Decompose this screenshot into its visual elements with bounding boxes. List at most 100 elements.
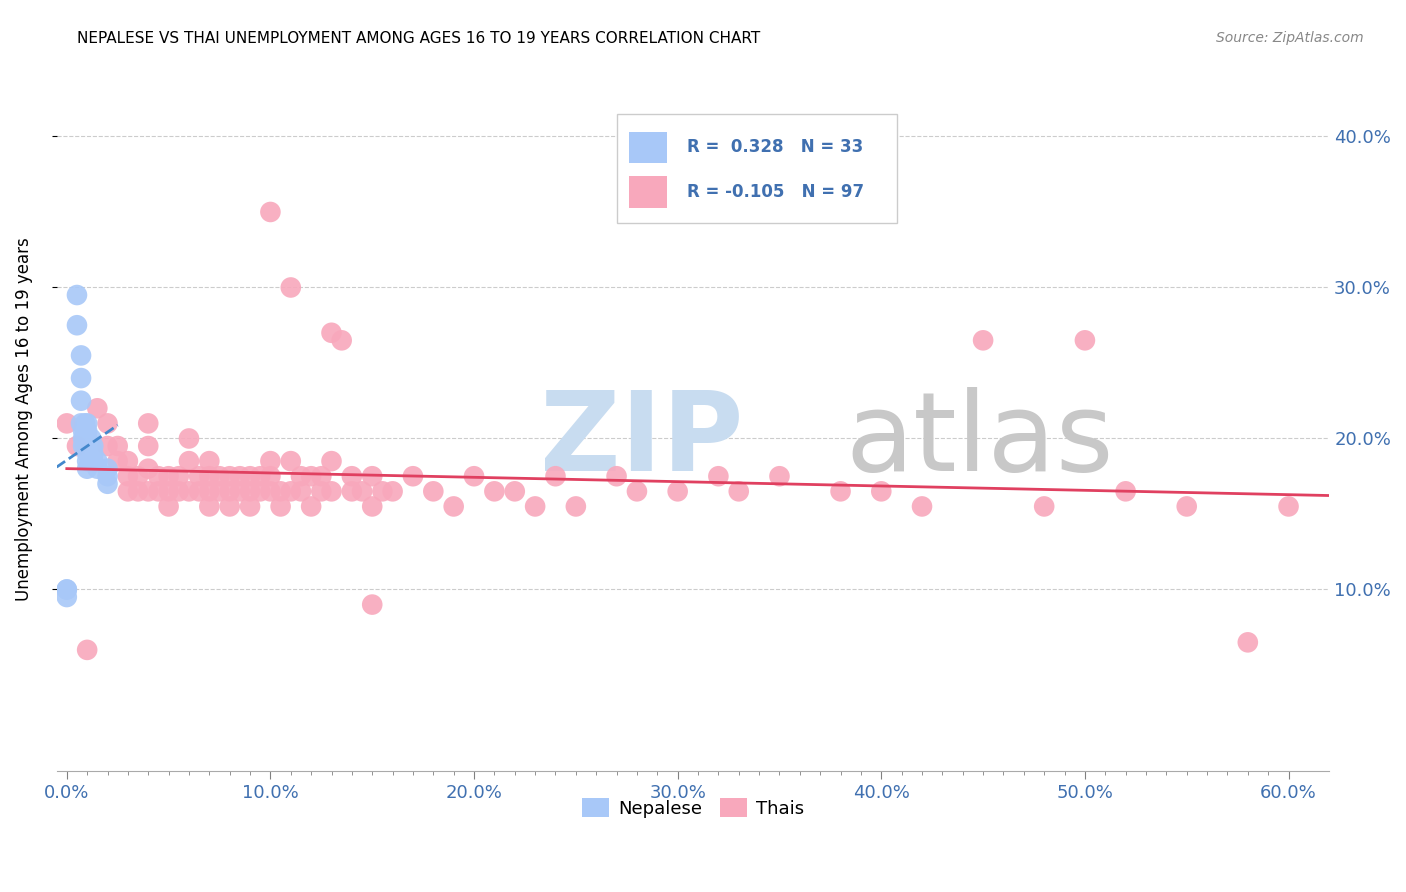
Point	[361, 598, 384, 612]
Point	[321, 484, 343, 499]
Point	[1033, 500, 1056, 514]
Point	[56, 582, 79, 597]
Point	[117, 469, 139, 483]
Point	[361, 469, 384, 483]
Point	[299, 469, 322, 483]
Point	[96, 461, 118, 475]
Point	[198, 454, 221, 468]
Point	[911, 500, 934, 514]
Point	[76, 454, 98, 468]
FancyBboxPatch shape	[630, 132, 668, 163]
Point	[72, 424, 94, 438]
Point	[198, 484, 221, 499]
Point	[972, 334, 994, 348]
Point	[107, 454, 129, 468]
Point	[117, 484, 139, 499]
Point	[218, 469, 240, 483]
Legend: Nepalese, Thais: Nepalese, Thais	[575, 791, 811, 825]
Point	[70, 371, 93, 385]
Point	[290, 484, 312, 499]
Point	[76, 461, 98, 475]
Point	[66, 288, 89, 302]
Point	[311, 469, 333, 483]
Point	[157, 484, 180, 499]
Point	[1115, 484, 1137, 499]
Point	[75, 417, 97, 431]
Y-axis label: Unemployment Among Ages 16 to 19 years: Unemployment Among Ages 16 to 19 years	[15, 238, 32, 601]
Point	[503, 484, 526, 499]
Point	[239, 469, 262, 483]
Point	[870, 484, 893, 499]
Point	[76, 447, 98, 461]
Point	[70, 348, 93, 362]
Point	[56, 590, 79, 604]
Point	[96, 476, 118, 491]
Text: R = -0.105   N = 97: R = -0.105 N = 97	[686, 183, 863, 201]
Point	[177, 454, 200, 468]
Point	[86, 461, 108, 475]
Point	[381, 484, 404, 499]
Point	[229, 469, 252, 483]
Point	[299, 500, 322, 514]
Point	[188, 484, 211, 499]
Point	[1175, 500, 1198, 514]
Point	[606, 469, 628, 483]
Point	[361, 500, 384, 514]
Point	[1236, 635, 1258, 649]
Point	[1074, 334, 1097, 348]
Point	[290, 469, 312, 483]
Point	[75, 439, 97, 453]
Point	[768, 469, 790, 483]
Point	[82, 447, 104, 461]
Point	[127, 484, 149, 499]
Point	[1277, 500, 1299, 514]
Point	[157, 469, 180, 483]
Point	[66, 439, 89, 453]
Text: ZIP: ZIP	[540, 387, 744, 494]
Point	[830, 484, 852, 499]
Point	[524, 500, 547, 514]
Point	[80, 439, 103, 453]
Point	[544, 469, 567, 483]
Point	[270, 500, 292, 514]
Point	[340, 484, 363, 499]
Point	[75, 424, 97, 438]
Point	[218, 500, 240, 514]
Point	[96, 439, 118, 453]
Point	[96, 469, 118, 483]
Point	[56, 417, 79, 431]
Point	[96, 417, 118, 431]
Point	[208, 484, 231, 499]
Point	[321, 454, 343, 468]
Point	[66, 318, 89, 333]
Point	[340, 469, 363, 483]
Point	[280, 454, 302, 468]
Point	[280, 484, 302, 499]
Point	[127, 469, 149, 483]
Point	[157, 500, 180, 514]
Point	[136, 417, 159, 431]
Point	[136, 439, 159, 453]
Point	[76, 439, 98, 453]
Point	[72, 432, 94, 446]
Point	[666, 484, 689, 499]
Point	[626, 484, 648, 499]
Point	[249, 469, 271, 483]
Point	[72, 439, 94, 453]
Text: Source: ZipAtlas.com: Source: ZipAtlas.com	[1216, 31, 1364, 45]
Point	[107, 439, 129, 453]
Point	[565, 500, 588, 514]
Point	[188, 469, 211, 483]
Point	[177, 432, 200, 446]
Point	[76, 417, 98, 431]
Point	[352, 484, 374, 499]
Text: R =  0.328   N = 33: R = 0.328 N = 33	[686, 138, 863, 156]
Point	[311, 484, 333, 499]
Point	[136, 484, 159, 499]
Point	[86, 401, 108, 416]
Point	[167, 484, 190, 499]
Point	[80, 432, 103, 446]
Point	[484, 484, 506, 499]
Point	[117, 454, 139, 468]
Point	[280, 280, 302, 294]
